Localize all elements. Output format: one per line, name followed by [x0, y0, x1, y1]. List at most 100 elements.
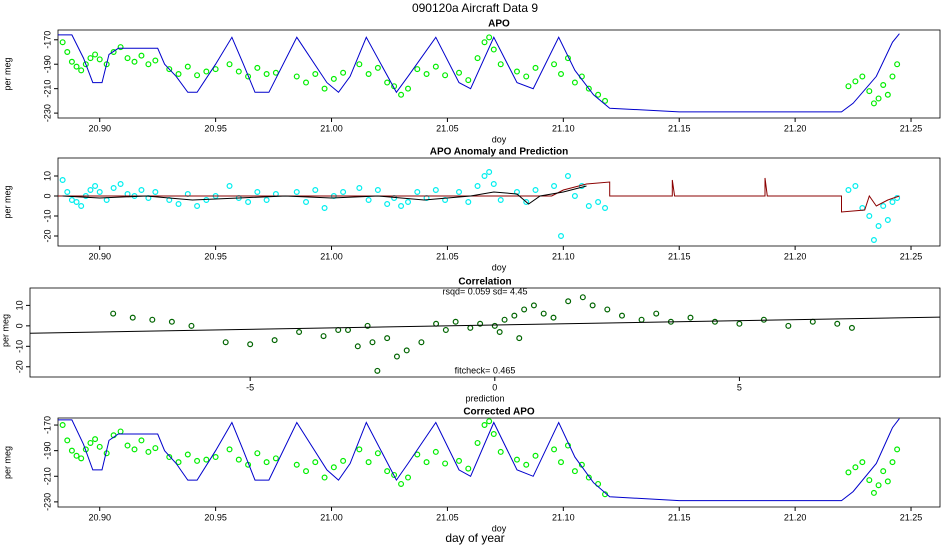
annotation: rsqd= 0.059 sd= 4.45: [442, 286, 527, 296]
point: [356, 185, 363, 192]
point: [92, 436, 99, 443]
point: [894, 61, 901, 68]
point: [293, 189, 300, 196]
point: [845, 469, 852, 476]
point: [212, 66, 219, 73]
plot-area: [58, 418, 901, 502]
point: [194, 72, 201, 79]
x-tick-label: 21.20: [784, 512, 807, 522]
point: [188, 322, 195, 329]
point: [523, 461, 530, 468]
figure-title: 090120a Aircraft Data 9: [412, 1, 538, 15]
x-tick-label: 21.00: [320, 123, 343, 133]
point: [222, 339, 229, 346]
point: [117, 428, 124, 435]
point: [481, 39, 488, 46]
point: [226, 183, 233, 190]
point: [393, 353, 400, 360]
point: [852, 464, 859, 471]
point: [477, 320, 484, 327]
point: [550, 314, 557, 321]
point: [687, 314, 694, 321]
point: [497, 448, 504, 455]
point: [73, 63, 80, 70]
point: [859, 73, 866, 80]
point: [736, 320, 743, 327]
point: [340, 69, 347, 76]
point: [467, 324, 474, 331]
point: [303, 199, 310, 206]
point: [516, 335, 523, 342]
point: [785, 322, 792, 329]
x-tick-label: 21.15: [668, 512, 691, 522]
y-tick-label: -190: [42, 55, 52, 73]
point: [442, 326, 449, 333]
point: [226, 446, 233, 453]
point: [875, 95, 882, 102]
point: [365, 70, 372, 77]
point: [312, 187, 319, 194]
point: [152, 445, 159, 452]
y-tick-label: -230: [42, 493, 52, 511]
point: [579, 294, 586, 301]
point: [321, 205, 328, 212]
point: [414, 451, 421, 458]
point: [73, 452, 80, 459]
plot-frame: [57, 29, 941, 119]
point: [354, 343, 361, 350]
point: [442, 72, 449, 79]
point: [558, 459, 565, 466]
point: [894, 446, 901, 453]
point: [117, 181, 124, 188]
point: [364, 322, 371, 329]
series-line: [58, 177, 900, 213]
y-tick-label: 0: [42, 193, 52, 198]
point: [602, 97, 609, 104]
point: [271, 337, 278, 344]
x-tick-label: 21.00: [320, 512, 343, 522]
point: [245, 73, 252, 80]
panel-title: Correlation: [458, 277, 511, 288]
point: [312, 459, 319, 466]
point: [263, 197, 270, 204]
point: [330, 464, 337, 471]
point: [442, 197, 449, 204]
y-tick-label: -170: [42, 416, 52, 434]
point: [602, 205, 609, 212]
point: [96, 56, 103, 63]
point: [889, 73, 896, 80]
point: [585, 474, 592, 481]
y-tick-label: -20: [42, 229, 52, 242]
point: [523, 73, 530, 80]
point: [423, 70, 430, 77]
point: [465, 465, 472, 472]
point: [131, 446, 138, 453]
point: [68, 58, 75, 65]
point: [254, 64, 261, 71]
point: [175, 459, 182, 466]
y-tick-label: 10: [14, 300, 24, 310]
x-tick-label: 21.15: [668, 123, 691, 133]
point: [303, 468, 310, 475]
point: [866, 213, 873, 220]
series-line: [58, 418, 900, 502]
point: [521, 306, 528, 313]
x-tick-label: 20.95: [204, 123, 227, 133]
annotation: fitcheck= 0.465: [455, 365, 516, 375]
point: [138, 52, 145, 59]
point: [491, 322, 498, 329]
x-tick-label: 5: [737, 382, 742, 392]
point: [152, 57, 159, 64]
point: [330, 75, 337, 82]
point: [880, 203, 887, 210]
point: [384, 201, 391, 208]
point: [589, 302, 596, 309]
point: [166, 454, 173, 461]
point: [604, 306, 611, 313]
y-tick-label: 10: [42, 171, 52, 181]
point: [432, 63, 439, 70]
point: [254, 189, 261, 196]
point: [184, 451, 191, 458]
point: [474, 55, 481, 62]
point: [117, 44, 124, 51]
